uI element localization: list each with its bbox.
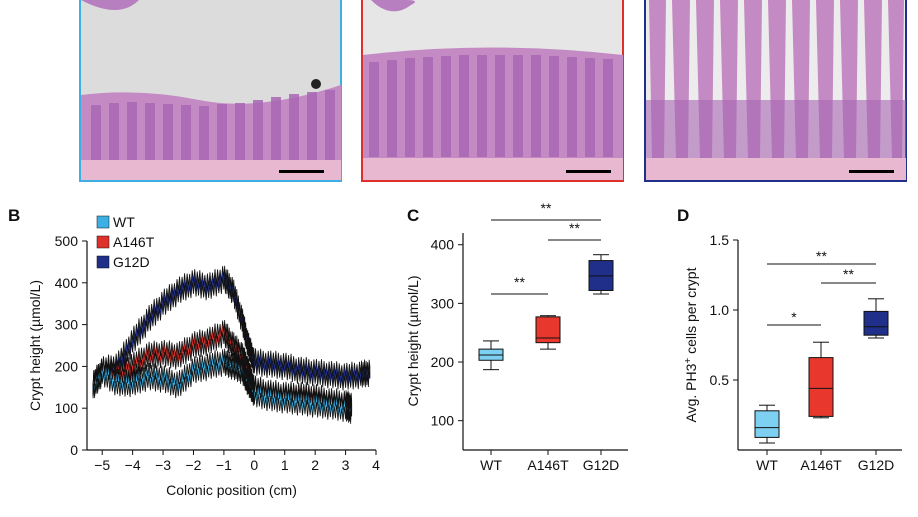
y-tick-label: 300 — [431, 295, 455, 311]
significance-label: ** — [541, 200, 552, 216]
y-axis-label: Crypt height (µmol/L) — [405, 276, 421, 407]
x-axis-label: Colonic position (cm) — [166, 482, 297, 498]
y-axis-label: Avg. PH3+ cells per crypt — [683, 267, 700, 422]
significance-label: * — [791, 309, 797, 325]
x-tick-label: −5 — [94, 457, 110, 473]
x-tick-label: G12D — [583, 457, 620, 473]
x-tick-label: 2 — [311, 457, 319, 473]
x-tick-label: 0 — [250, 457, 258, 473]
x-tick-label: A146T — [800, 457, 842, 473]
significance-label: ** — [514, 274, 525, 290]
y-axis-label: Crypt height (µmol/L) — [27, 280, 43, 411]
y-tick-label: 200 — [55, 358, 79, 374]
x-tick-label: −3 — [155, 457, 171, 473]
box-g12d — [863, 310, 889, 336]
significance-label: ** — [816, 248, 827, 264]
x-tick-label: WT — [480, 457, 502, 473]
x-tick-label: A146T — [527, 457, 569, 473]
y-tick-label: 0 — [70, 442, 78, 458]
series-g12d — [92, 265, 371, 397]
series-wt — [92, 348, 353, 424]
x-tick-label: −4 — [125, 457, 141, 473]
y-tick-label: 1.0 — [710, 302, 730, 318]
legend-label-wt: WT — [113, 214, 135, 230]
x-tick-label: 4 — [372, 457, 380, 473]
x-tick-label: 1 — [281, 457, 289, 473]
legend-swatch-g12d — [96, 255, 110, 269]
x-tick-label: WT — [756, 457, 778, 473]
histology-wt — [79, 0, 342, 182]
y-tick-label: 500 — [55, 233, 79, 249]
legend-label-g12d: G12D — [113, 254, 150, 270]
panel-label-c: C — [407, 206, 420, 225]
x-tick-label: G12D — [858, 457, 895, 473]
y-tick-label: 200 — [431, 354, 455, 370]
significance-label: ** — [843, 266, 854, 282]
y-tick-label: 0.5 — [710, 372, 730, 388]
panel-label-b: B — [8, 206, 21, 225]
y-tick-label: 300 — [55, 317, 79, 333]
y-tick-label: 400 — [431, 237, 455, 253]
x-tick-label: −1 — [216, 457, 232, 473]
panel-label-d: D — [677, 206, 690, 225]
y-tick-label: 100 — [431, 413, 455, 429]
histology-g12d — [644, 0, 907, 182]
y-tick-label: 400 — [55, 275, 79, 291]
histology-a146t — [361, 0, 624, 182]
significance-label: ** — [569, 220, 580, 236]
box-wt — [754, 410, 780, 438]
box-a146t — [808, 357, 834, 417]
legend-swatch-a146t — [96, 235, 110, 249]
y-tick-label: 100 — [55, 400, 79, 416]
x-tick-label: 3 — [342, 457, 350, 473]
x-tick-label: −2 — [185, 457, 201, 473]
y-tick-label: 1.5 — [710, 232, 730, 248]
legend-swatch-wt — [96, 215, 110, 229]
legend-label-a146t: A146T — [113, 234, 155, 250]
